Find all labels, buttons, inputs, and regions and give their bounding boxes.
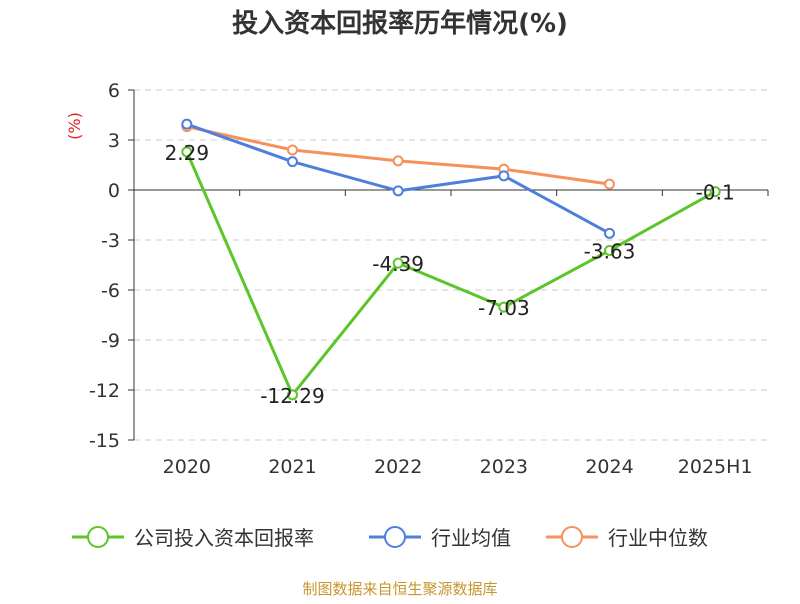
x-tick-label: 2020 (163, 456, 211, 478)
data-label: 2.29 (165, 141, 210, 165)
y-tick-label: 3 (108, 130, 120, 152)
x-tick-label: 2025H1 (678, 456, 753, 478)
data-point (604, 178, 615, 190)
data-label-layer: 2.29 -12.29 -4.39 -7.03 -3.63 -0.1 (165, 141, 735, 408)
y-axis-label: (%) (65, 112, 84, 140)
data-label: -7.03 (478, 296, 530, 320)
data-point (498, 301, 510, 313)
legend-label: 公司投入资本回报率 (134, 526, 314, 550)
data-point (287, 144, 298, 156)
chart-title: 投入资本回报率历年情况(%) (232, 8, 568, 39)
data-point (392, 155, 404, 167)
data-point (392, 185, 404, 197)
data-point (287, 156, 298, 168)
y-tick-label: 6 (108, 80, 120, 102)
legend-marker (561, 526, 583, 548)
data-point (498, 170, 510, 182)
legend-marker (87, 526, 109, 548)
series-layer (181, 118, 721, 401)
x-tick-label: 2022 (374, 456, 422, 478)
data-point (392, 257, 404, 269)
y-tick-label: 0 (108, 180, 120, 202)
data-label: -12.29 (260, 384, 324, 408)
data-point (181, 118, 193, 130)
legend: 公司投入资本回报率 行业均值 行业中位数 (72, 526, 708, 550)
y-tick-label: -15 (89, 430, 120, 452)
data-label: -3.63 (584, 240, 636, 264)
data-point (709, 186, 721, 198)
x-tick-label: 2024 (585, 456, 633, 478)
series-line-0 (185, 151, 716, 397)
grid-layer (134, 89, 768, 441)
legend-label: 行业均值 (431, 526, 511, 550)
data-point (604, 245, 615, 256)
data-point (604, 227, 615, 239)
x-tick-label: 2023 (480, 456, 528, 478)
x-tick-label: 2021 (268, 456, 316, 478)
data-label: -4.39 (372, 252, 424, 276)
y-tick-label: -6 (101, 280, 120, 302)
legend-label: 行业中位数 (608, 526, 708, 550)
y-tick-label: -12 (89, 380, 120, 402)
y-tick-label: -9 (101, 330, 120, 352)
data-label: -0.1 (696, 181, 735, 205)
y-tick-label: -3 (101, 230, 120, 252)
source-note: 制图数据来自恒生聚源数据库 (302, 580, 497, 598)
axis-layer: 6 3 0 -3 -6 -9 -12 -15 2020 2021 2022 2023 2024 2025H… (89, 80, 769, 478)
legend-marker (384, 526, 406, 548)
data-point (287, 389, 298, 401)
data-point (181, 146, 193, 158)
